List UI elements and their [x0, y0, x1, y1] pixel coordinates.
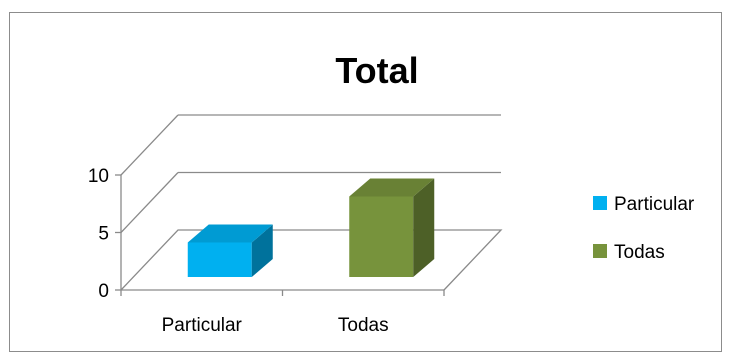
y-tick-label-5: 5	[98, 224, 109, 245]
bars	[187, 178, 435, 277]
bar-todas-todas	[349, 178, 435, 277]
bar-side	[251, 224, 273, 277]
gridline-side-10	[120, 114, 179, 176]
bar-particular-particular	[187, 224, 273, 277]
legend-item-todas: Todas	[593, 242, 665, 263]
bar-side	[413, 178, 435, 277]
gridline-side-5	[120, 172, 179, 233]
chart-frame	[9, 12, 722, 352]
y-tick-label-0: 0	[98, 281, 109, 302]
legend-item-particular: Particular	[593, 194, 695, 215]
tick-labels: 0 5 10 Particular Todas	[88, 166, 389, 336]
legend-label: Particular	[614, 194, 695, 215]
legend-swatch	[593, 196, 607, 210]
legend-swatch	[593, 244, 607, 258]
bar-front	[349, 196, 414, 277]
x-tick-label-todas: Todas	[338, 315, 389, 336]
legend: Particular Todas	[593, 194, 695, 263]
gridlines	[120, 114, 501, 233]
x-tick-label-particular: Particular	[162, 315, 243, 336]
bar-top	[187, 224, 273, 243]
y-tick-label-10: 10	[88, 166, 109, 187]
axes	[115, 174, 503, 296]
bar-front	[187, 242, 252, 277]
floor-outline	[120, 229, 503, 291]
legend-label: Todas	[614, 242, 665, 263]
chart-title: Total	[335, 50, 418, 91]
bar-top	[349, 178, 435, 197]
